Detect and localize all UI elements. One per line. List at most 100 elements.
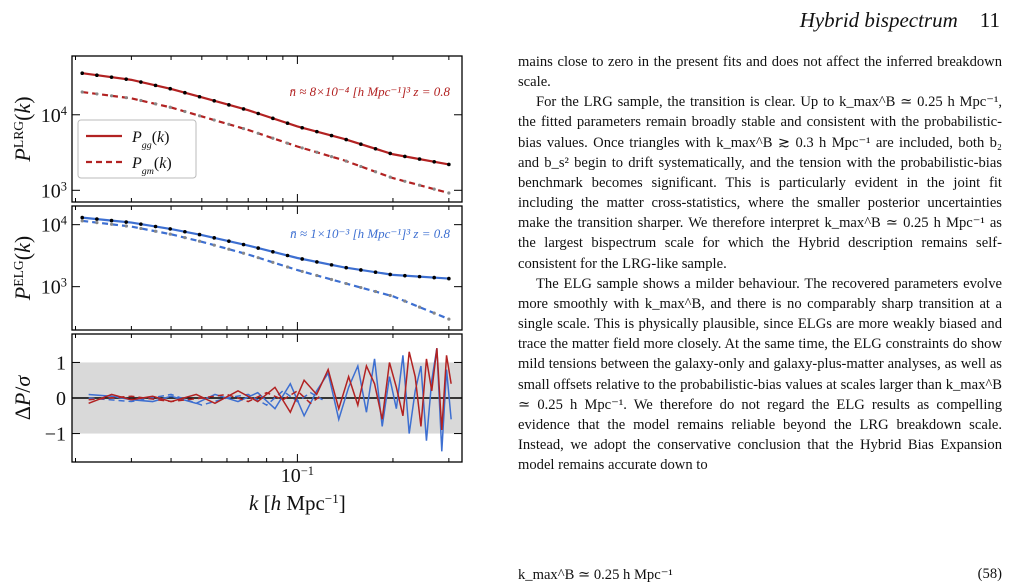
data-point-middle-0-23	[417, 274, 422, 279]
data-point-top-1-12	[256, 131, 260, 135]
data-point-top-1-23	[417, 183, 422, 187]
y-tick-label-middle-0: 103	[41, 276, 67, 299]
data-point-middle-1-13	[271, 260, 275, 264]
data-point-middle-0-18	[344, 265, 348, 270]
data-point-top-0-21	[388, 151, 392, 156]
data-point-top-1-20	[373, 170, 378, 174]
data-point-middle-1-25	[447, 317, 451, 321]
data-point-middle-0-3	[124, 220, 129, 224]
data-point-middle-1-15	[300, 269, 304, 274]
y-tick-label-bottom-0: −1	[45, 424, 66, 446]
data-point-top-1-4	[139, 98, 143, 103]
data-point-middle-1-2	[109, 222, 114, 226]
data-point-middle-0-19	[359, 268, 363, 272]
paragraph-2: For the LRG sample, the transition is cl…	[518, 94, 1002, 272]
data-point-middle-1-6	[168, 232, 172, 236]
data-point-top-0-16	[315, 129, 319, 134]
data-point-top-0-6	[168, 86, 173, 91]
data-point-top-0-19	[359, 142, 363, 147]
y-tick-label-middle-1: 104	[41, 214, 67, 237]
equation-text: k_max^B ≃ 0.25 h Mpc⁻¹	[518, 567, 673, 583]
data-point-top-1-22	[403, 179, 407, 183]
data-point-top-1-13	[271, 136, 275, 140]
panel-bottom: −1 0 1	[45, 333, 463, 463]
y-axis-label-elg: PELG(k)	[10, 236, 35, 301]
data-point-top-1-24	[432, 187, 436, 191]
paragraph-3: The ELG sample shows a milder behaviour.…	[518, 275, 1002, 474]
x-tick-label-0: 10−1	[281, 464, 314, 487]
data-point-top-0-24	[432, 159, 436, 164]
data-point-top-1-7	[183, 109, 187, 114]
y-tick-label-top-0: 103	[41, 179, 67, 202]
data-point-top-0-4	[139, 80, 143, 84]
data-point-middle-0-20	[373, 270, 378, 274]
data-point-top-0-15	[300, 125, 305, 130]
data-point-middle-0-9	[212, 236, 217, 240]
data-point-middle-1-1	[95, 221, 99, 225]
data-point-top-0-22	[403, 154, 407, 159]
data-point-top-1-18	[344, 159, 348, 163]
data-point-top-1-15	[300, 146, 304, 150]
y-tick-label-bottom-1: 0	[56, 388, 66, 410]
data-point-middle-0-4	[139, 222, 143, 226]
paragraph-1: mains close to zero in the present fits …	[518, 54, 1002, 91]
data-point-top-0-25	[447, 162, 451, 167]
data-point-middle-0-2	[109, 218, 114, 223]
data-point-middle-1-8	[197, 239, 202, 243]
data-point-middle-1-12	[256, 256, 260, 260]
equation-58: k_max^B ≃ 0.25 h Mpc⁻¹ (58)	[518, 566, 1002, 586]
series-line-bottom-0	[88, 348, 452, 452]
data-point-middle-1-10	[227, 247, 231, 251]
data-point-top-1-21	[388, 175, 392, 179]
data-point-middle-0-15	[300, 257, 305, 261]
data-point-middle-0-14	[285, 253, 290, 258]
y-axis-label-lrg: PLRG(k)	[10, 96, 35, 162]
data-point-middle-1-17	[329, 277, 334, 282]
data-point-middle-0-6	[168, 227, 173, 231]
panel-frame-middle	[71, 205, 463, 331]
data-point-top-1-8	[197, 114, 202, 118]
panel-middle	[71, 205, 463, 331]
data-point-middle-1-4	[139, 226, 143, 231]
data-point-top-0-3	[124, 77, 129, 81]
data-point-middle-0-16	[315, 260, 319, 264]
text-column: mains close to zero in the present fits …	[518, 52, 1002, 475]
data-point-top-1-6	[168, 105, 172, 109]
data-point-top-0-0	[80, 71, 85, 76]
running-title: Hybrid bispectrum	[799, 7, 958, 32]
data-point-top-1-17	[329, 155, 334, 159]
data-point-top-1-14	[285, 141, 290, 145]
data-point-middle-1-14	[285, 265, 290, 269]
data-point-top-0-11	[241, 107, 246, 111]
data-point-middle-1-16	[315, 273, 319, 278]
annotation-elg: n̄ ≈ 1×10⁻³ [h Mpc⁻¹]³ z = 0.8	[290, 226, 450, 241]
y-tick-label-top-1: 104	[41, 104, 67, 127]
data-point-middle-1-7	[183, 236, 187, 240]
data-point-middle-0-22	[403, 273, 407, 278]
running-head: Hybrid bispectrum 11	[700, 4, 1000, 36]
data-point-middle-1-19	[359, 285, 363, 290]
data-point-middle-1-20	[373, 289, 378, 294]
data-point-top-1-3	[124, 96, 128, 100]
data-point-middle-0-10	[227, 239, 231, 243]
data-point-middle-1-0	[80, 219, 84, 223]
series-line-bottom-1	[88, 389, 323, 407]
x-axis-label: k [h Mpc−1]	[249, 491, 346, 516]
data-point-middle-0-24	[432, 275, 436, 280]
equation-number: (58)	[977, 566, 1002, 582]
data-point-middle-0-0	[80, 215, 85, 220]
data-point-middle-0-11	[241, 242, 246, 247]
panel-top	[71, 55, 463, 203]
data-point-top-1-19	[359, 164, 363, 169]
data-point-middle-0-12	[256, 246, 261, 250]
data-point-middle-0-25	[447, 276, 451, 281]
data-point-top-1-5	[153, 102, 158, 106]
data-point-middle-0-17	[329, 263, 334, 267]
data-point-middle-1-24	[432, 311, 436, 315]
power-spectrum-figure: 103 104 103 104 −1 0 1 PLRG(k) PELG(k) ΔP/σ 10−1 k …	[10, 55, 463, 516]
data-point-top-1-10	[227, 122, 231, 126]
data-point-top-0-20	[373, 147, 378, 151]
legend-label-pgg: Pgg(k)	[131, 129, 169, 151]
y-axis-label-residual: ΔP/σ	[10, 375, 35, 421]
data-point-middle-1-18	[344, 281, 348, 286]
